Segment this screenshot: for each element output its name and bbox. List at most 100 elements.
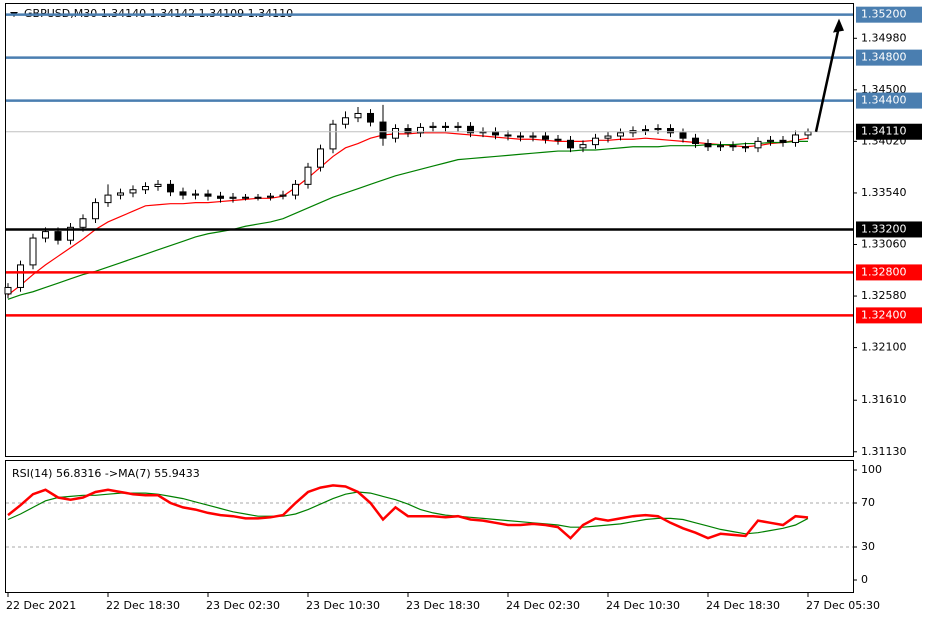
candle-body — [467, 125, 474, 134]
candle-body — [517, 135, 524, 138]
x-tick-label: 23 Dec 18:30 — [406, 599, 480, 612]
candle-body — [379, 121, 387, 139]
y-tick-label: 1.31130 — [861, 445, 907, 458]
candle-body — [17, 264, 24, 288]
candle-body — [529, 135, 537, 138]
candle-body — [417, 126, 424, 134]
rsi-line — [7, 484, 809, 540]
level-label: 1.33200 — [861, 222, 907, 235]
price-panel — [5, 3, 854, 457]
candle-body — [129, 189, 137, 194]
rsi-panel — [5, 460, 854, 593]
candle-body — [592, 137, 599, 146]
candle-body — [154, 183, 162, 188]
candle-body — [229, 196, 237, 199]
candle-body — [242, 196, 249, 199]
x-tick-label: 24 Dec 02:30 — [506, 599, 580, 612]
rsi-title: RSI(14) 56.8316 ->MA(7) 55.9433 — [12, 467, 200, 480]
candle-body — [329, 123, 337, 150]
level-box — [856, 307, 922, 324]
candle-body — [254, 196, 262, 199]
candle-body — [367, 112, 374, 123]
x-tick-label: 22 Dec 18:30 — [106, 599, 180, 612]
candle-body — [442, 125, 449, 128]
candle-body — [429, 125, 437, 128]
y-tick-label: 70 — [861, 496, 875, 509]
y-tick-label: 1.34980 — [861, 31, 907, 44]
candle-body — [142, 186, 149, 191]
candle-body — [554, 138, 562, 141]
x-tick-label: 27 Dec 05:30 — [806, 599, 880, 612]
candle-body — [179, 191, 187, 196]
candle-body — [167, 183, 174, 193]
candle-body — [567, 139, 574, 149]
candle-body — [654, 128, 662, 131]
candle-body — [4, 286, 12, 295]
candle-body — [717, 145, 724, 148]
y-tick-label: 30 — [861, 540, 875, 553]
candle-body — [392, 128, 399, 139]
candle-body — [642, 129, 649, 132]
candle-body — [317, 148, 324, 168]
candle-body — [617, 132, 624, 137]
last-price-label: 1.34110 — [861, 125, 907, 138]
level-box — [856, 221, 922, 238]
level-label: 1.34400 — [861, 94, 907, 107]
candle-body — [217, 195, 224, 199]
candle-body — [267, 195, 274, 198]
level-box — [856, 264, 922, 281]
moving-average — [7, 140, 808, 300]
y-tick-label: 100 — [861, 463, 882, 476]
x-tick-label: 23 Dec 02:30 — [206, 599, 280, 612]
level-label: 1.35200 — [861, 8, 907, 21]
candle-body — [579, 144, 587, 149]
y-tick-label: 1.32100 — [861, 341, 907, 354]
candle-body — [354, 112, 362, 119]
candle-body — [404, 128, 412, 134]
candle-body — [504, 134, 512, 137]
candle-body — [79, 218, 87, 228]
candle-body — [754, 140, 762, 149]
level-box — [856, 92, 922, 109]
forecast-arrow-head — [833, 18, 844, 33]
candle-body — [29, 237, 37, 266]
candle-body — [42, 231, 49, 239]
candle-body — [692, 137, 699, 145]
candle-body — [92, 202, 99, 220]
candle-body — [792, 134, 799, 143]
candle-body — [667, 128, 674, 134]
y-tick-label: 1.33060 — [861, 237, 907, 250]
level-label: 1.32800 — [861, 265, 907, 278]
x-tick-label: 22 Dec 2021 — [6, 599, 76, 612]
candle-body — [117, 192, 124, 196]
x-tick-label: 24 Dec 18:30 — [706, 599, 780, 612]
level-label: 1.32400 — [861, 308, 907, 321]
forecast-arrow — [814, 26, 841, 132]
candle-body — [729, 145, 737, 148]
y-tick-label: 1.33540 — [861, 186, 907, 199]
candle-body — [192, 193, 199, 196]
candle-body — [542, 135, 549, 140]
candle-body — [767, 139, 774, 142]
candle-body — [204, 193, 212, 197]
candle-body — [292, 183, 299, 196]
level-label: 1.34800 — [861, 51, 907, 64]
y-tick-label: 1.32580 — [861, 289, 907, 302]
last-price-box — [856, 123, 922, 140]
candle-body — [454, 125, 462, 128]
x-tick-label: 23 Dec 10:30 — [306, 599, 380, 612]
y-tick-label: 0 — [861, 573, 868, 586]
candle-body — [104, 194, 112, 204]
candle-body — [304, 166, 312, 185]
candle-body — [604, 135, 612, 139]
candle-body — [279, 194, 287, 197]
y-tick-label: 1.31610 — [861, 393, 907, 406]
candle-body — [67, 226, 74, 241]
candle-body — [742, 146, 749, 149]
candle-body — [54, 231, 62, 241]
candle-body — [342, 117, 349, 125]
level-box — [856, 49, 922, 66]
level-box — [856, 6, 922, 23]
